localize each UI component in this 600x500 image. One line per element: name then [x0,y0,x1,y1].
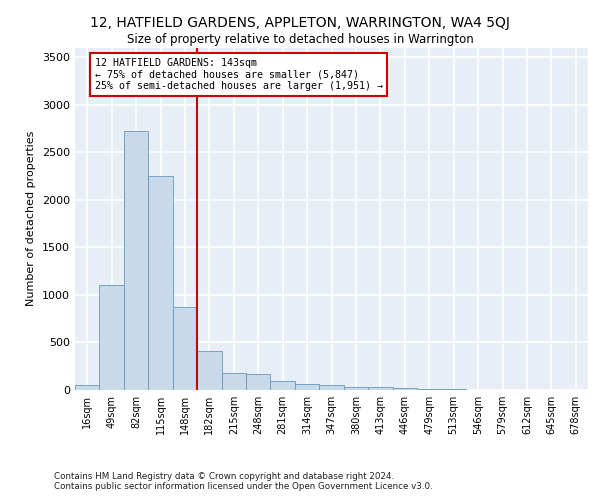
Bar [221,374,246,390]
Bar [75,385,100,390]
Bar [148,176,173,390]
Bar [173,307,197,390]
Bar [197,351,221,390]
Bar [442,389,466,390]
Y-axis label: Number of detached properties: Number of detached properties [26,131,37,306]
Bar [100,286,124,390]
Text: 12 HATFIELD GARDENS: 143sqm
← 75% of detached houses are smaller (5,847)
25% of : 12 HATFIELD GARDENS: 143sqm ← 75% of det… [95,58,383,91]
Bar [246,374,271,390]
Bar [124,131,148,390]
Bar [295,384,319,390]
Bar [417,389,442,390]
Bar [344,386,368,390]
Bar [319,385,344,390]
Bar [368,387,392,390]
Bar [392,388,417,390]
Bar [271,382,295,390]
Text: 12, HATFIELD GARDENS, APPLETON, WARRINGTON, WA4 5QJ: 12, HATFIELD GARDENS, APPLETON, WARRINGT… [90,16,510,30]
Text: Contains public sector information licensed under the Open Government Licence v3: Contains public sector information licen… [54,482,433,491]
Text: Size of property relative to detached houses in Warrington: Size of property relative to detached ho… [127,32,473,46]
Text: Contains HM Land Registry data © Crown copyright and database right 2024.: Contains HM Land Registry data © Crown c… [54,472,394,481]
